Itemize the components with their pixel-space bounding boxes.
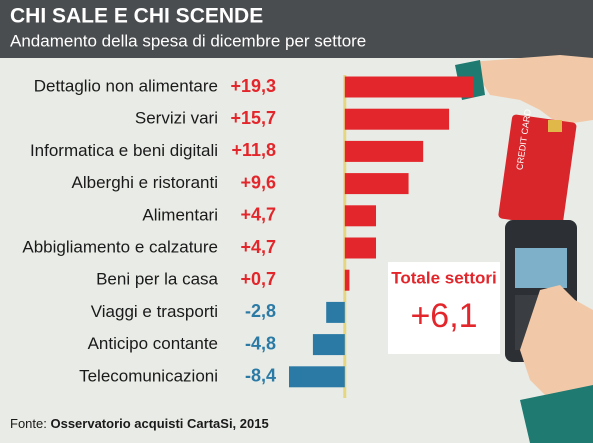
value-label: -4,8 (245, 333, 276, 353)
category-label: Viaggi e trasporti (91, 302, 218, 321)
value-label: -2,8 (245, 301, 276, 321)
total-value: +6,1 (410, 297, 477, 335)
value-label: +19,3 (230, 76, 276, 96)
category-label: Dettaglio non alimentare (34, 76, 218, 95)
category-label: Alberghi e ristoranti (72, 173, 218, 192)
total-box-bg (388, 262, 500, 354)
category-label: Telecomunicazioni (79, 366, 218, 385)
bar (344, 173, 409, 195)
bar (344, 108, 450, 130)
bar (344, 269, 350, 291)
value-label: +9,6 (240, 172, 276, 192)
value-label: +4,7 (240, 237, 276, 257)
total-label: Totale settori (391, 268, 496, 287)
category-label: Informatica e beni digitali (30, 141, 218, 160)
value-label: +15,7 (230, 108, 276, 128)
category-label: Abbigliamento e calzature (22, 237, 218, 256)
category-label: Alimentari (142, 205, 218, 224)
source-text: Osservatorio acquisti CartaSi, 2015 (50, 416, 268, 431)
category-label: Anticipo contante (88, 334, 218, 353)
bar (326, 301, 345, 323)
category-label: Beni per la casa (96, 270, 218, 289)
value-label: +4,7 (240, 205, 276, 225)
bar (289, 366, 345, 388)
chart-title: CHI SALE E CHI SCENDE (10, 5, 263, 28)
value-label: +11,8 (231, 140, 276, 160)
bar (344, 205, 377, 227)
bar (344, 140, 424, 162)
total-box: Totale settori +6,1 (388, 262, 500, 354)
bar (312, 334, 345, 356)
chart-subtitle: Andamento della spesa di dicembre per se… (10, 31, 366, 50)
bar (344, 76, 473, 98)
source-label: Fonte: (10, 416, 47, 431)
header-band (0, 0, 593, 58)
value-label: +0,7 (240, 269, 276, 289)
source: Fonte: Osservatorio acquisti CartaSi, 20… (10, 416, 269, 431)
illustration: CREDIT CARD (455, 55, 593, 443)
value-label: -8,4 (245, 366, 276, 386)
bar (344, 237, 377, 259)
category-label: Servizi vari (135, 109, 218, 128)
